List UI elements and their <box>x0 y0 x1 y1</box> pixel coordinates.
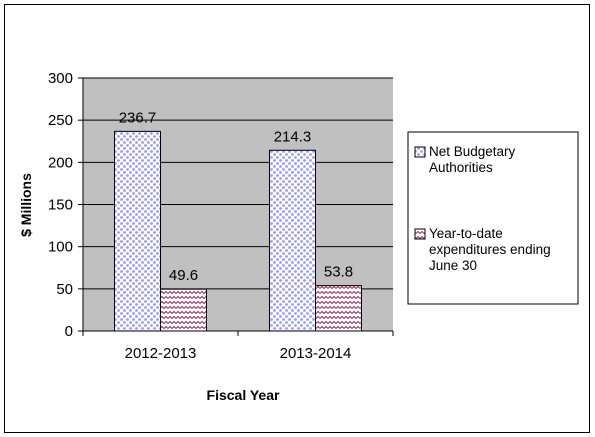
y-tick-label: 100 <box>48 239 73 256</box>
x-tick-label: 2012-2013 <box>125 345 197 362</box>
bar-net-budgetary-authorities-2012-2013 <box>114 130 161 332</box>
y-tick-label: 0 <box>65 323 73 340</box>
legend-label: Net Budgetary <box>429 144 516 159</box>
y-axis-title: $ Millions <box>18 173 34 237</box>
legend-label: Year-to-date <box>429 226 503 241</box>
x-axis-title: Fiscal Year <box>207 387 280 403</box>
legend-label: expenditures ending <box>429 242 551 257</box>
x-tick-label: 2013-2014 <box>280 345 352 362</box>
y-tick-label: 250 <box>48 112 73 129</box>
bar-year-to-date-expenditures-2012-2013 <box>160 288 207 332</box>
data-labels: 236.7 49.6 214.3 53.8 <box>119 109 353 284</box>
data-label: 236.7 <box>119 109 157 126</box>
y-tick-label: 50 <box>56 281 73 298</box>
y-tick-label: 150 <box>48 197 73 214</box>
bar-net-budgetary-authorities-2013-2014 <box>269 149 316 332</box>
y-tick-label: 300 <box>48 70 73 87</box>
legend-label: June 30 <box>429 258 477 273</box>
data-label: 49.6 <box>169 267 198 284</box>
bar-year-to-date-expenditures-2013-2014 <box>315 285 362 332</box>
x-axis-ticks: 2012-2013 2013-2014 <box>82 331 394 362</box>
legend-swatch <box>414 228 426 240</box>
legend-swatch <box>414 146 426 158</box>
legend-label: Authorities <box>429 160 493 175</box>
data-label: 214.3 <box>274 128 312 145</box>
data-label: 53.8 <box>324 264 353 281</box>
y-tick-label: 200 <box>48 154 73 171</box>
legend-box <box>407 131 579 305</box>
bars <box>114 130 362 332</box>
y-axis-ticks: 0 50 100 150 200 250 300 <box>48 70 83 340</box>
